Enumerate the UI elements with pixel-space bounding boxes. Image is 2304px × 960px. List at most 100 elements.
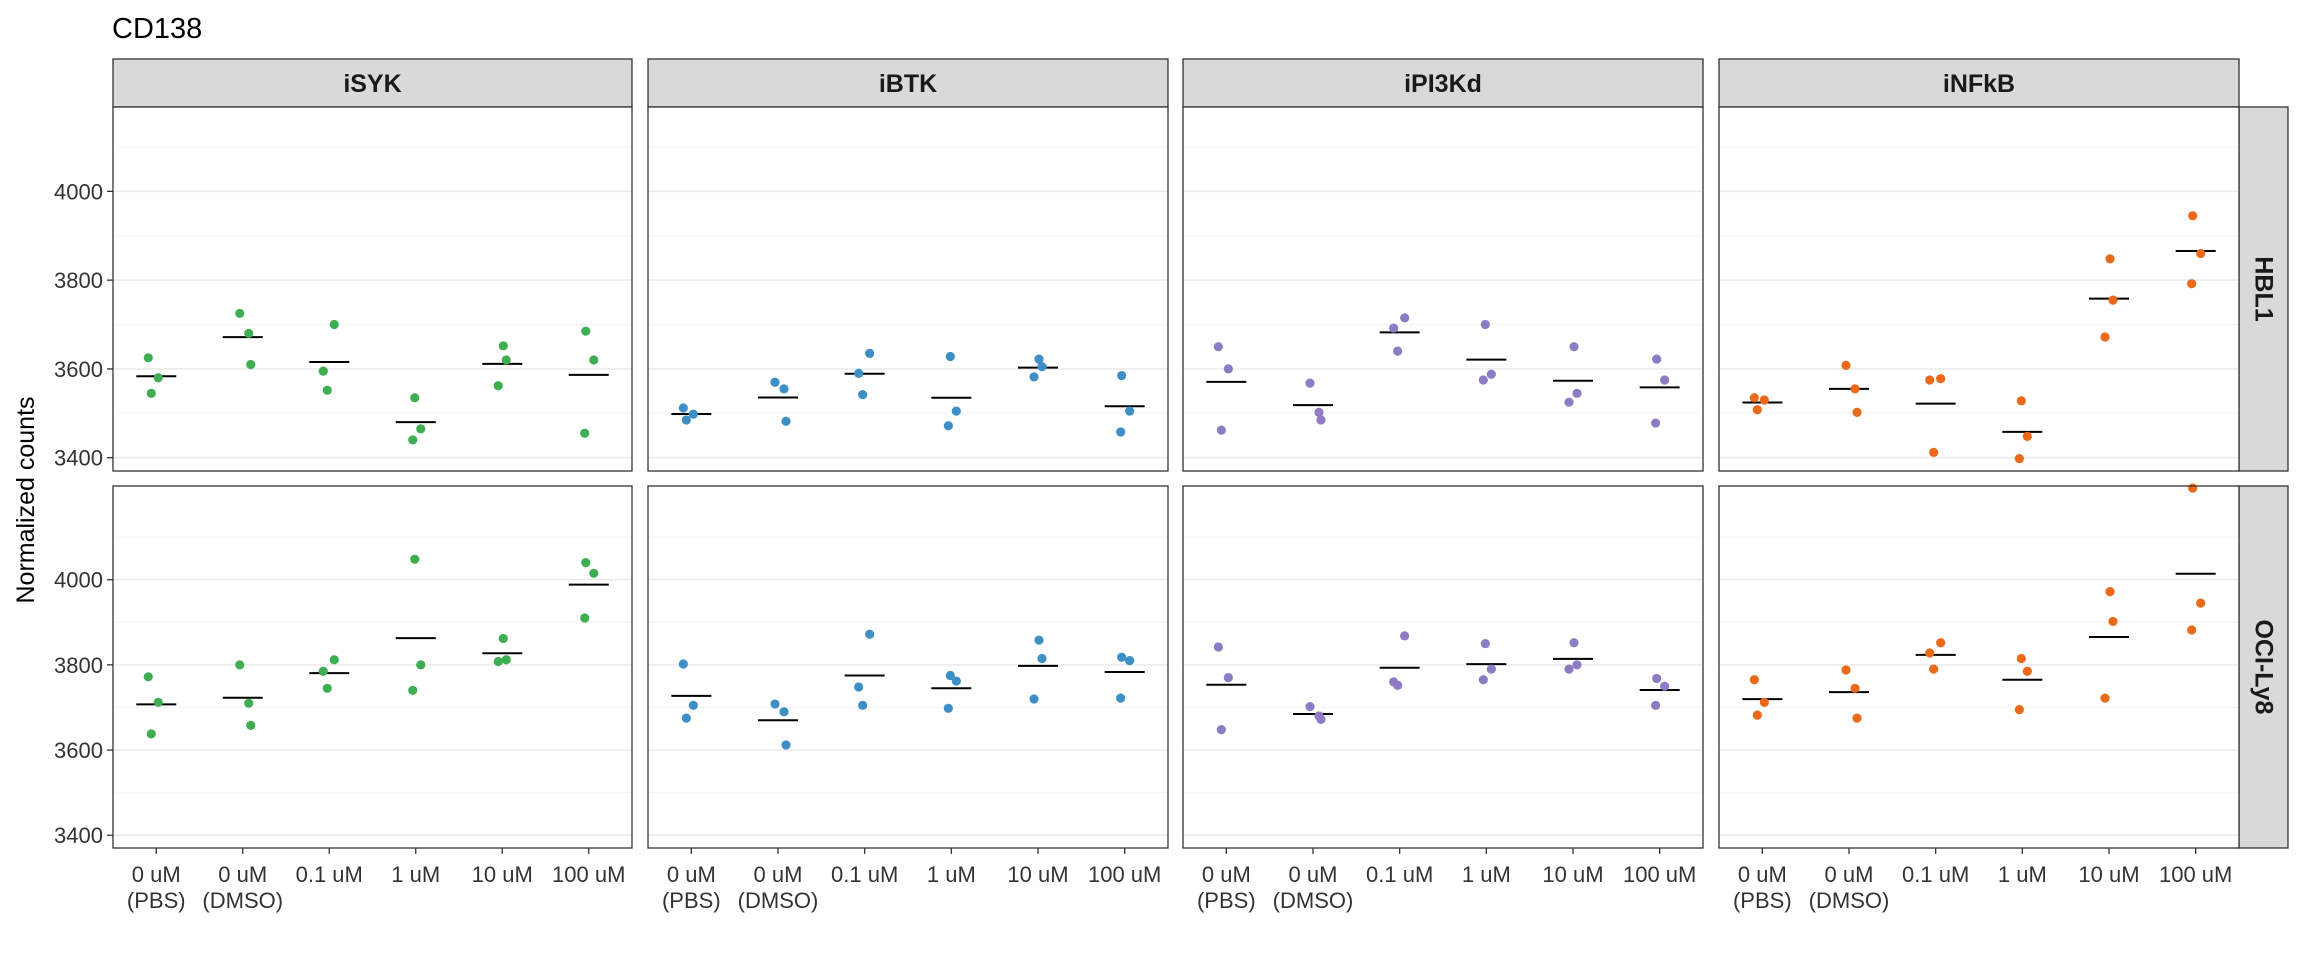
data-point [1223, 673, 1233, 683]
y-tick-label: 3400 [54, 446, 103, 471]
data-point [589, 355, 599, 365]
data-point [1929, 447, 1939, 457]
panel-oci-ly8-infkb [1718, 483, 2240, 849]
data-point [1572, 388, 1582, 398]
data-point [865, 348, 875, 358]
data-point [1486, 664, 1496, 674]
data-point [1850, 683, 1860, 693]
panel-background [648, 486, 1168, 848]
data-point [1480, 638, 1490, 649]
data-point [318, 366, 328, 376]
x-tick-label: (DMSO) [202, 888, 283, 913]
data-point [322, 683, 332, 693]
panel-oci-ly8-ipi3kd [1182, 485, 1704, 849]
facet-strip-hbl1 [2238, 106, 2289, 472]
data-point [1752, 710, 1762, 720]
x-tick-label: (PBS) [1197, 888, 1256, 913]
y-axis-title: Normalized counts [12, 396, 40, 603]
panel-hbl1-isyk [112, 106, 633, 472]
data-point [501, 355, 511, 365]
panel-border [112, 485, 633, 849]
panel-border [1718, 485, 2240, 849]
data-point [779, 707, 789, 717]
data-point [501, 655, 511, 665]
data-point [681, 415, 691, 425]
x-tick-label: 100 uM [2159, 862, 2232, 887]
data-point [416, 660, 426, 670]
data-point [1652, 354, 1662, 364]
data-point [589, 568, 599, 578]
data-point [1652, 673, 1662, 684]
data-point [1478, 375, 1488, 385]
facet-panels: iSYK iBTK iPI3Kd iNFkB HBL1 OCI-Ly8 3400 3600 38… [54, 58, 2289, 913]
data-point [2016, 653, 2026, 664]
x-tick-label: 0.1 uM [296, 862, 363, 887]
data-point [781, 416, 791, 426]
data-point [1929, 664, 1939, 674]
data-point [244, 328, 254, 338]
data-point [854, 682, 864, 692]
data-point [1037, 653, 1047, 664]
y-tick-label: 3800 [54, 653, 103, 678]
data-point [1850, 384, 1860, 394]
data-point [408, 435, 418, 445]
data-point [246, 720, 256, 730]
data-point [1936, 638, 1946, 648]
data-point [410, 393, 420, 403]
data-point [2196, 248, 2206, 259]
data-point [858, 700, 868, 710]
x-tick-label: 1 uM [1998, 862, 2047, 887]
data-point [2100, 693, 2110, 703]
data-point [770, 699, 780, 709]
data-point [1316, 415, 1326, 425]
data-point [688, 409, 698, 419]
data-point [244, 698, 254, 708]
data-point [498, 341, 508, 351]
panel-border [1182, 485, 1704, 849]
data-point [1841, 360, 1851, 370]
data-point [235, 660, 245, 670]
x-tick-label: 0.1 uM [831, 862, 898, 887]
data-point [781, 740, 791, 750]
facet-strip-ipi3kd [1182, 58, 1704, 108]
data-point [1034, 354, 1044, 364]
data-point [1564, 664, 1574, 674]
panel-hbl1-infkb [1718, 106, 2240, 472]
panel-border [112, 106, 633, 472]
data-point [146, 388, 156, 398]
data-point [1305, 702, 1315, 712]
data-point [143, 672, 153, 682]
x-tick-label: 0 uM [1825, 862, 1874, 887]
data-point [1037, 362, 1047, 372]
data-point [1564, 397, 1574, 407]
data-point [2105, 254, 2115, 264]
data-point [865, 629, 875, 639]
data-point [1841, 665, 1851, 675]
data-point [688, 700, 698, 710]
data-point [2014, 704, 2024, 715]
data-point [1752, 405, 1762, 415]
data-point [1029, 694, 1039, 704]
panel-border [1182, 106, 1704, 472]
data-point [1034, 635, 1044, 645]
facet-label-ipi3kd: iPI3Kd [1404, 70, 1482, 98]
data-point [2188, 211, 2198, 221]
data-point [1223, 364, 1233, 374]
data-point [143, 353, 153, 363]
x-tick-label: 10 uM [1542, 862, 1603, 887]
data-point [408, 685, 418, 696]
panel-oci-ly8-isyk [112, 485, 633, 849]
facet-label-isyk: iSYK [343, 70, 401, 98]
data-point [2108, 295, 2118, 305]
data-point [146, 729, 156, 739]
data-point [1486, 369, 1496, 379]
data-point [1117, 652, 1127, 662]
data-point [318, 666, 328, 676]
data-point [854, 368, 864, 378]
data-point [1213, 342, 1223, 352]
data-point [1651, 700, 1661, 710]
data-point [2022, 666, 2032, 676]
data-point [1216, 425, 1226, 435]
data-point [951, 676, 961, 686]
data-point [951, 406, 961, 416]
